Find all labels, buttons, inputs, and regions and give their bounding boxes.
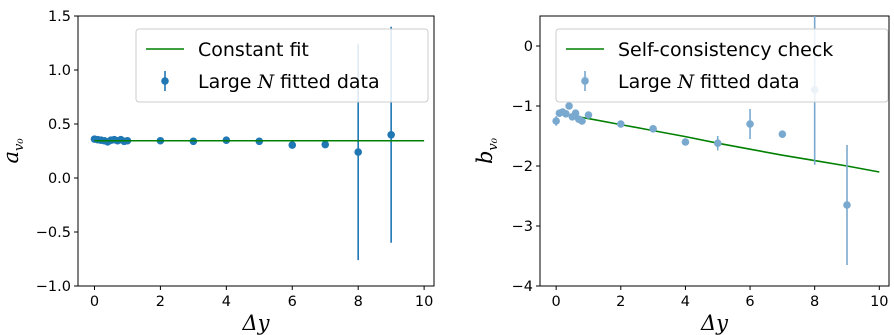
left-data-point — [354, 148, 362, 156]
left-y-tick-label: 0.0 — [48, 171, 71, 187]
left-data-point — [288, 141, 297, 149]
left-y-tick-label: 1.5 — [48, 9, 71, 25]
right-data-point — [616, 120, 625, 128]
left-x-tick-label: 10 — [415, 294, 433, 310]
left-panel: 0 2 4 6 8 10 −1.0 −0.5 0.0 0.5 1.0 1.5 Δy av₀ Constant… — [0, 9, 435, 335]
right-legend-point-swatch — [581, 77, 589, 85]
right-data-point — [565, 102, 573, 110]
right-x-tick-label: 6 — [745, 294, 754, 310]
left-x-tick-label: 6 — [288, 294, 297, 310]
right-y-axis-label: bv₀ — [473, 137, 501, 164]
left-data-point — [321, 140, 330, 149]
left-legend-point-swatch — [161, 77, 169, 85]
left-legend-points-post: fitted data — [274, 71, 380, 93]
right-legend: Self-consistency check Large N fitted dat… — [555, 28, 889, 103]
right-y-tick-label: −1 — [512, 99, 533, 115]
left-y-axis-label-main: a — [0, 151, 23, 164]
right-x-tick-label: 10 — [870, 294, 888, 310]
right-y-tick-label: −3 — [512, 219, 533, 235]
right-y-axis-label-main: b — [473, 151, 497, 164]
left-x-axis-label: Δy — [241, 311, 270, 335]
right-y-tick-label: −4 — [512, 279, 533, 295]
left-x-tick-label: 2 — [156, 294, 165, 310]
right-data-point — [552, 117, 560, 125]
left-y-tick-label: −1.0 — [36, 279, 71, 295]
right-data-point — [649, 125, 657, 133]
left-data-point — [387, 131, 395, 139]
left-legend-line-label: Constant fit — [198, 39, 309, 61]
right-data-point — [584, 111, 593, 119]
right-x-tick-label: 2 — [616, 294, 625, 310]
right-panel: 0 2 4 6 8 10 −4 −3 −2 −1 0 Δy bv₀ Self-consistency ch… — [473, 15, 890, 335]
left-legend-points-var: N — [257, 71, 276, 93]
left-plot-frame — [77, 15, 435, 287]
left-legend-box — [135, 28, 429, 103]
left-y-axis-label-sub: v₀ — [12, 138, 27, 151]
right-x-tick-label: 8 — [810, 294, 819, 310]
right-data-point — [746, 120, 754, 128]
left-y-tick-label: 0.5 — [48, 117, 71, 133]
left-y-axis-label: av₀ — [0, 138, 27, 164]
left-legend-points-label: Large N fitted data — [198, 71, 380, 93]
right-x-tick-label: 0 — [552, 294, 561, 310]
left-legend: Constant fit Large N fitted data — [135, 28, 429, 103]
right-y-tick-label: 0 — [524, 39, 533, 55]
right-legend-points-pre: Large — [618, 71, 678, 93]
left-x-tick-label: 4 — [222, 294, 231, 310]
right-legend-points-post: fitted data — [694, 71, 800, 93]
right-data-point — [713, 139, 722, 147]
right-y-tick-label: −2 — [512, 159, 533, 175]
left-legend-points-pre: Large — [198, 71, 258, 93]
left-x-tick-label: 8 — [354, 294, 363, 310]
right-data-point — [843, 201, 851, 209]
right-data-point — [578, 117, 586, 125]
right-x-axis-label: Δy — [700, 311, 729, 335]
right-legend-box — [555, 28, 889, 103]
right-legend-points-label: Large N fitted data — [618, 71, 800, 93]
right-data-point — [681, 138, 690, 146]
right-plot-frame — [539, 15, 890, 287]
right-legend-line-label: Self-consistency check — [618, 39, 833, 61]
right-legend-points-var: N — [677, 71, 696, 93]
right-data-point — [571, 109, 580, 117]
right-x-tick-label: 4 — [681, 294, 690, 310]
right-data-point — [778, 130, 787, 138]
left-y-tick-label: 1.0 — [48, 63, 71, 79]
right-y-axis-label-sub: v₀ — [486, 137, 501, 150]
right-data-point — [562, 110, 570, 118]
left-y-tick-label: −0.5 — [36, 225, 71, 241]
left-x-tick-label: 0 — [90, 294, 99, 310]
